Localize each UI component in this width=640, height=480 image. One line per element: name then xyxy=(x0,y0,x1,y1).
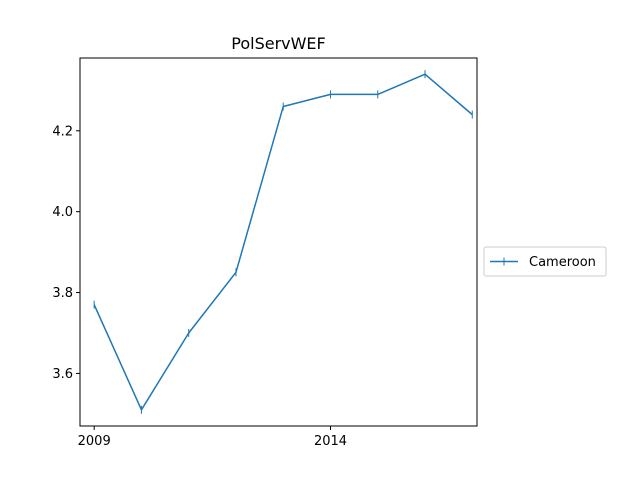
axes-frame xyxy=(79,57,478,427)
x-tick-label: 2014 xyxy=(314,434,347,449)
y-tick-label: 4.0 xyxy=(52,205,73,220)
y-tick-label: 3.6 xyxy=(52,367,73,382)
y-tick-label: 4.2 xyxy=(52,124,73,139)
x-tick-label: 2009 xyxy=(78,434,111,449)
legend-box xyxy=(483,246,607,277)
x-axis: 2009 2014 xyxy=(78,426,347,449)
chart-title: PolServWEF xyxy=(231,34,326,53)
legend-label-cameroon: Cameroon xyxy=(529,255,596,270)
y-tick-label: 3.8 xyxy=(52,286,73,301)
plot-area xyxy=(93,70,473,414)
legend: Cameroon xyxy=(483,246,607,277)
series-line-cameroon xyxy=(93,73,473,411)
y-axis: 3.6 3.8 4.0 4.2 xyxy=(52,124,80,382)
